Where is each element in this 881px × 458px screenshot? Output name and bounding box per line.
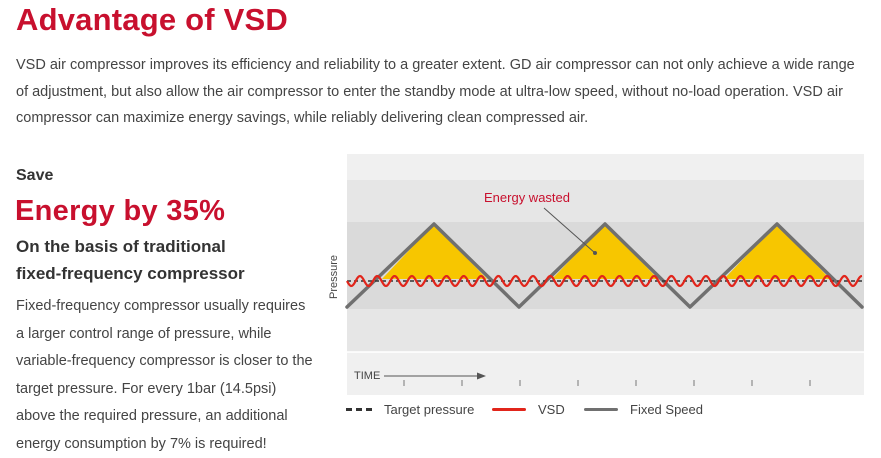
energy-headline: Energy by 35% bbox=[15, 195, 226, 227]
vsd-line bbox=[346, 274, 863, 288]
energy-wasted-area-1 bbox=[382, 224, 487, 279]
description-paragraph: Fixed-frequency compressor usually requi… bbox=[16, 298, 313, 452]
intro-paragraph: VSD air compressor improves its efficien… bbox=[16, 57, 855, 126]
legend-dotted-swatch bbox=[346, 408, 372, 411]
time-axis-ticks bbox=[403, 380, 811, 386]
time-arrow-head bbox=[477, 372, 486, 380]
legend-fixed-text: Fixed Speed bbox=[630, 402, 703, 417]
pressure-axis-label: Pressure bbox=[328, 255, 340, 299]
page-title: Advantage of VSD bbox=[16, 2, 288, 37]
basis-subtitle: On the basis of traditional fixed-freque… bbox=[16, 233, 245, 287]
legend-vsd-text: VSD bbox=[538, 402, 565, 417]
fixed-speed-line bbox=[345, 222, 864, 309]
legend-fixed-speed: Fixed Speed bbox=[584, 402, 703, 417]
energy-wasted-label: Energy wasted bbox=[484, 190, 570, 205]
legend-target-pressure: Target pressure bbox=[346, 402, 474, 417]
energy-wasted-pointer bbox=[543, 207, 596, 254]
basis-line-2: fixed-frequency compressor bbox=[16, 264, 245, 283]
pressure-diagram: Energy wasted Pressure TIME bbox=[328, 154, 864, 395]
energy-wasted-dot bbox=[593, 251, 597, 255]
legend-red-swatch bbox=[492, 408, 526, 411]
legend-gray-swatch bbox=[584, 408, 618, 411]
energy-wasted-area-3 bbox=[724, 224, 830, 279]
energy-wasted-area-2 bbox=[552, 224, 658, 279]
legend-vsd: VSD bbox=[492, 402, 565, 417]
time-axis-label: TIME bbox=[354, 370, 380, 382]
save-label: Save bbox=[16, 167, 54, 184]
legend-target-text: Target pressure bbox=[384, 402, 475, 417]
basis-line-1: On the basis of traditional bbox=[16, 237, 226, 256]
